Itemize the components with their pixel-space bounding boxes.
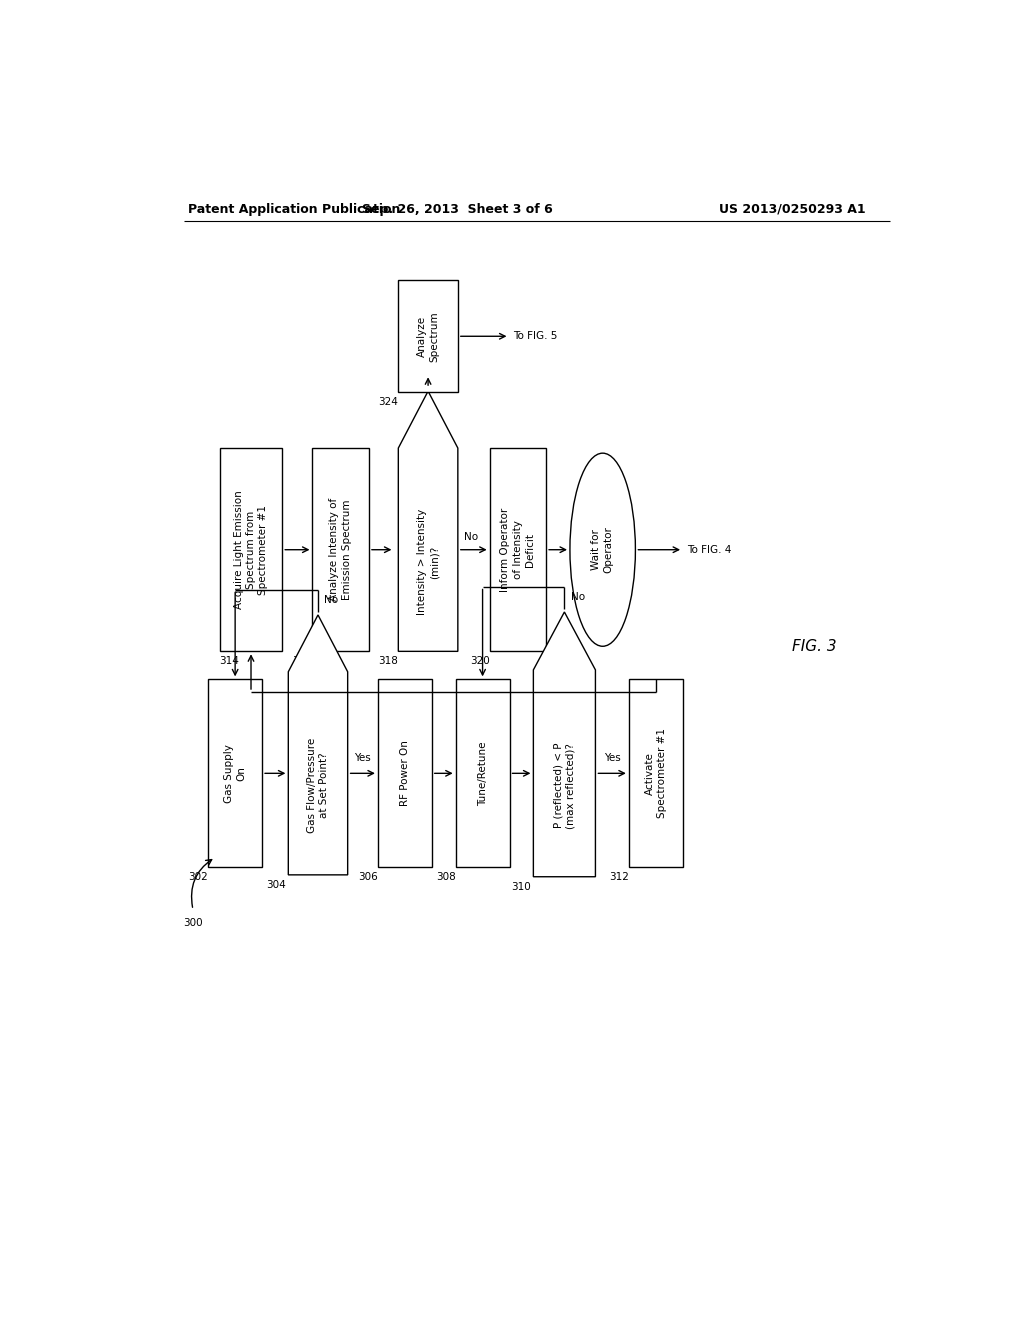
Text: Gas Flow/Pressure
at Set Point?: Gas Flow/Pressure at Set Point? [307, 738, 329, 833]
Text: Inform Operator
of Intensity
Deficit: Inform Operator of Intensity Deficit [501, 508, 536, 591]
Text: 304: 304 [266, 880, 286, 890]
Text: 302: 302 [188, 873, 208, 883]
Text: Analyze
Spectrum: Analyze Spectrum [417, 312, 439, 362]
Ellipse shape [570, 453, 636, 647]
Text: 308: 308 [436, 873, 456, 883]
Text: Activate
Spectrometer #1: Activate Spectrometer #1 [644, 729, 667, 818]
Text: No: No [325, 595, 339, 605]
Polygon shape [398, 391, 458, 651]
Text: Yes: Yes [354, 754, 371, 763]
Text: Sep. 26, 2013  Sheet 3 of 6: Sep. 26, 2013 Sheet 3 of 6 [361, 203, 553, 215]
FancyBboxPatch shape [489, 447, 546, 651]
Text: US 2013/0250293 A1: US 2013/0250293 A1 [719, 203, 866, 215]
Text: Intensity > Intensity
(min)?: Intensity > Intensity (min)? [417, 508, 439, 615]
FancyBboxPatch shape [629, 680, 683, 867]
Text: Analyze Intensity of
Emission Spectrum: Analyze Intensity of Emission Spectrum [330, 498, 352, 602]
Text: Yes: Yes [604, 754, 621, 763]
FancyBboxPatch shape [208, 680, 262, 867]
Text: 312: 312 [609, 873, 629, 883]
Text: 322: 322 [548, 651, 567, 661]
Text: 300: 300 [183, 919, 203, 928]
Text: 314: 314 [219, 656, 240, 667]
Text: 324: 324 [379, 397, 398, 408]
FancyBboxPatch shape [312, 447, 369, 651]
Text: P (reflected) < P
(max reflected)?: P (reflected) < P (max reflected)? [553, 743, 575, 829]
Text: Acquire Light Emission
Spectrum from
Spectrometer #1: Acquire Light Emission Spectrum from Spe… [233, 490, 268, 609]
FancyBboxPatch shape [378, 680, 432, 867]
Text: Gas Supply
On: Gas Supply On [224, 744, 247, 803]
FancyBboxPatch shape [220, 447, 283, 651]
Text: FIG. 3: FIG. 3 [793, 639, 837, 653]
Polygon shape [289, 615, 348, 875]
Text: 320: 320 [470, 656, 489, 667]
Text: Tune/Retune: Tune/Retune [477, 741, 487, 805]
Text: To FIG. 4: To FIG. 4 [687, 545, 731, 554]
Text: No: No [570, 591, 585, 602]
Text: Patent Application Publication: Patent Application Publication [187, 203, 400, 215]
Text: 310: 310 [511, 882, 530, 892]
Text: No: No [464, 532, 478, 541]
Text: Wait for
Operator: Wait for Operator [592, 527, 613, 573]
FancyBboxPatch shape [398, 280, 458, 392]
Text: 306: 306 [358, 873, 378, 883]
Text: To FIG. 5: To FIG. 5 [513, 331, 558, 342]
Polygon shape [534, 612, 595, 876]
FancyBboxPatch shape [456, 680, 510, 867]
Text: Yes: Yes [434, 371, 452, 381]
Text: 318: 318 [379, 656, 398, 667]
Text: 316: 316 [293, 656, 312, 667]
Text: RF Power On: RF Power On [399, 741, 410, 807]
